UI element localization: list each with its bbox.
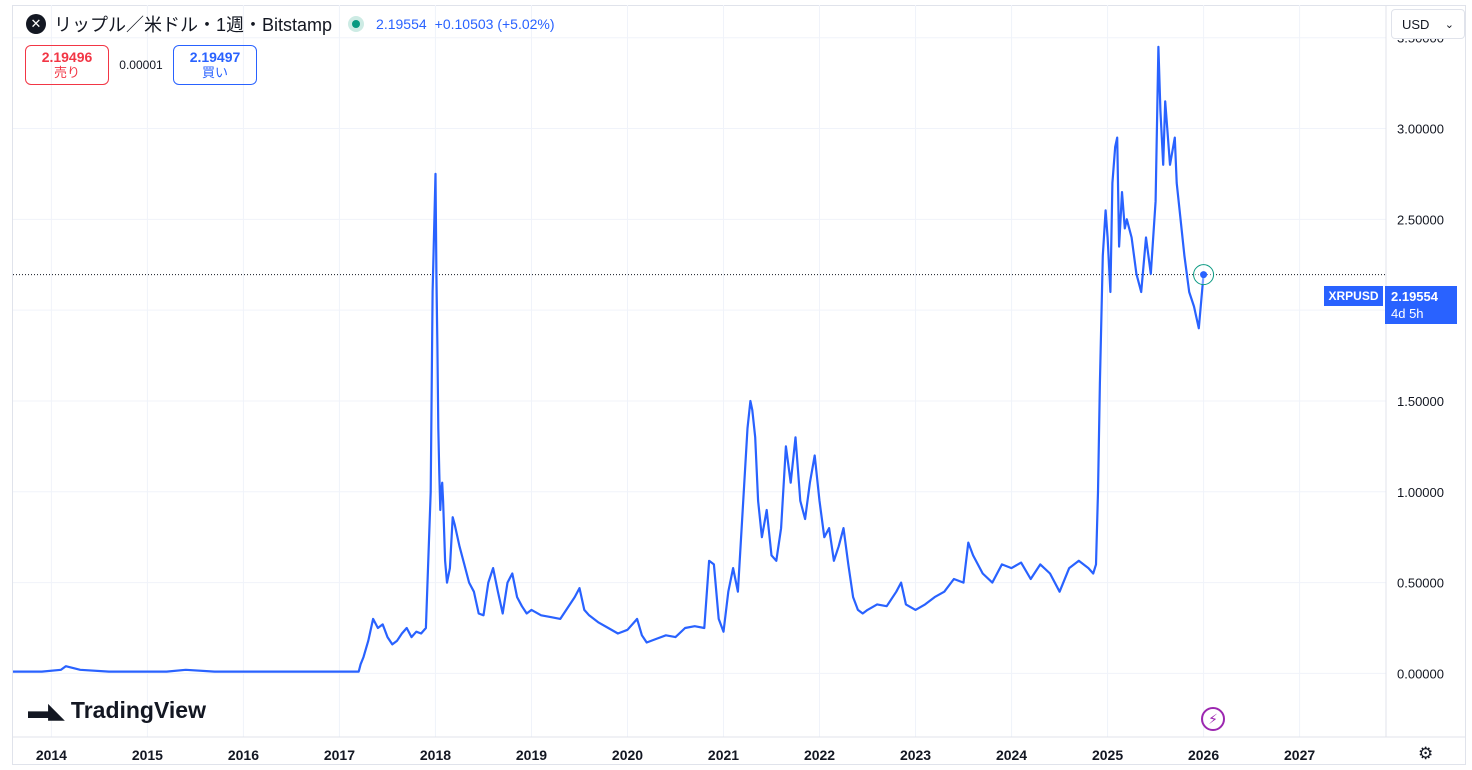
sell-price: 2.19496 — [41, 49, 93, 65]
price-tag-value-box: 2.19554 4d 5h — [1385, 286, 1457, 324]
y-tick-label: 0.50000 — [1397, 576, 1444, 591]
x-tick-label: 2020 — [612, 747, 643, 763]
last-point — [1200, 271, 1208, 279]
bar-countdown: 4d 5h — [1391, 306, 1424, 321]
price-tag-value: 2.19554 — [1391, 289, 1438, 304]
currency-select[interactable]: USD ⌄ — [1391, 9, 1465, 39]
chart-frame — [12, 5, 1466, 765]
y-tick-label: 0.00000 — [1397, 666, 1444, 681]
buy-label: 買い — [201, 65, 228, 80]
header-last-price: 2.19554 — [376, 16, 427, 32]
x-tick-label: 2024 — [996, 747, 1027, 763]
symbol-title[interactable]: リップル／米ドル・1週・Bitstamp — [54, 15, 333, 35]
x-tick-label: 2026 — [1188, 747, 1219, 763]
y-tick-label: 1.00000 — [1397, 485, 1444, 500]
x-tick-label: 2027 — [1284, 747, 1315, 763]
y-tick-label: 2.50000 — [1397, 212, 1444, 227]
x-logo-icon: ✕ — [26, 14, 46, 34]
settings-gear-icon[interactable]: ⚙ — [1418, 744, 1434, 763]
x-tick-label: 2023 — [900, 747, 931, 763]
price-tag-symbol: XRPUSD — [1324, 286, 1383, 306]
spread-value: 0.00001 — [119, 58, 163, 72]
buy-button[interactable]: 2.19497 買い — [173, 45, 257, 85]
x-tick-label: 2017 — [324, 747, 355, 763]
series-line-xrpusd — [13, 45, 1205, 673]
trade-panel: 2.19496 売り 0.00001 2.19497 買い — [25, 45, 257, 85]
tradingview-mark-icon: ▬◣ — [28, 697, 65, 723]
x-tick-label: 2021 — [708, 747, 739, 763]
currency-label: USD — [1402, 16, 1430, 32]
sell-label: 売り — [53, 65, 80, 80]
y-tick-label: 3.00000 — [1397, 122, 1444, 137]
tradingview-logo[interactable]: ▬◣ TradingView — [28, 697, 206, 724]
y-tick-label: 1.50000 — [1397, 394, 1444, 409]
x-tick-label: 2022 — [804, 747, 835, 763]
x-tick-label: 2019 — [516, 747, 547, 763]
x-tick-label: 2014 — [36, 747, 67, 763]
grid — [13, 5, 1386, 737]
market-open-icon — [348, 16, 365, 32]
sell-button[interactable]: 2.19496 売り — [25, 45, 109, 85]
lightning-icon[interactable]: ⚡ — [1201, 707, 1225, 731]
price-axis[interactable]: 0.000000.500001.000001.500002.000002.500… — [1397, 31, 1444, 682]
x-tick-label: 2018 — [420, 747, 451, 763]
time-axis[interactable]: 2014 2015 2016 2017 2018 2019 2020 2021 2022 2023… — [36, 747, 1316, 763]
x-tick-label: 2025 — [1092, 747, 1123, 763]
tradingview-wordmark: TradingView — [70, 697, 206, 723]
symbol-header: ✕ リップル／米ドル・1週・Bitstamp 2.19554 +0.10503 … — [26, 12, 555, 36]
buy-price: 2.19497 — [189, 49, 241, 65]
chevron-down-icon: ⌄ — [1444, 18, 1454, 31]
x-tick-label: 2015 — [132, 747, 163, 763]
header-change: +0.10503 (+5.02%) — [434, 16, 555, 32]
x-tick-label: 2016 — [228, 747, 259, 763]
